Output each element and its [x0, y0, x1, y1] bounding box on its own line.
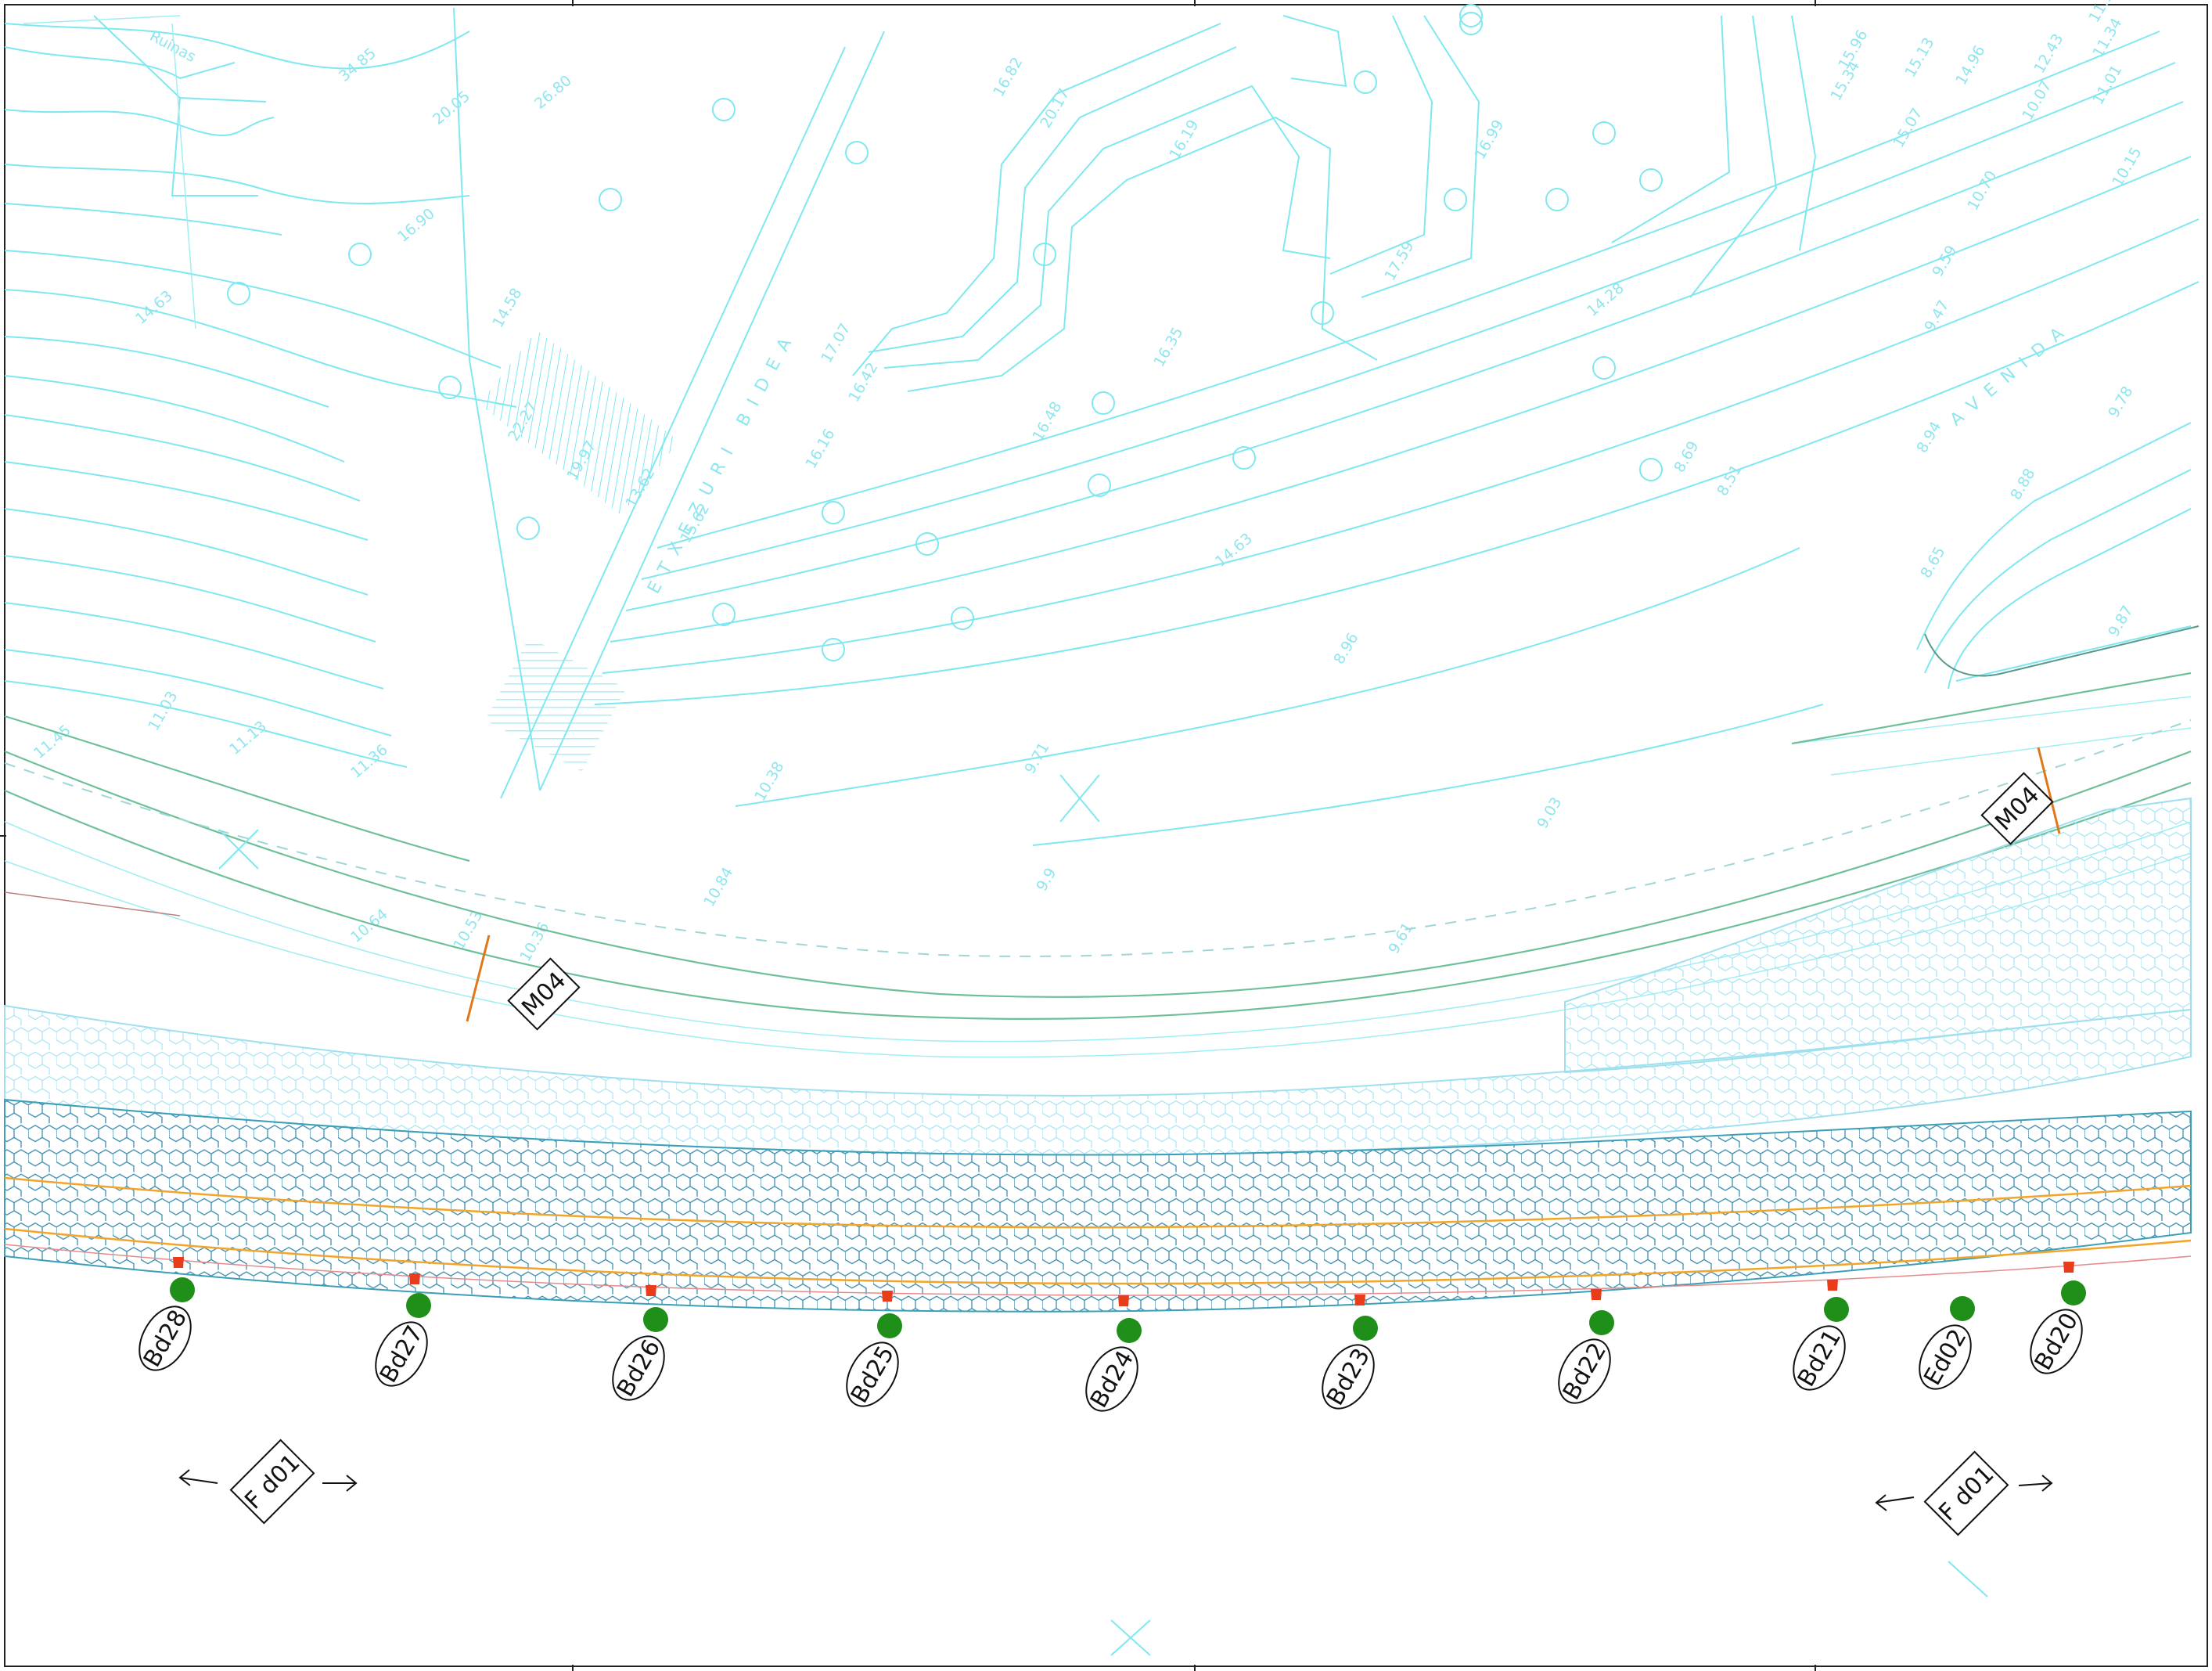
- svg-text:14.58: 14.58: [489, 285, 525, 330]
- svg-text:9.03: 9.03: [1534, 794, 1565, 832]
- svg-text:16.16: 16.16: [802, 426, 838, 471]
- svg-text:9.78: 9.78: [2105, 384, 2136, 421]
- station-tag: Bd23: [1322, 1344, 1376, 1410]
- svg-text:9.61: 9.61: [1385, 920, 1416, 957]
- svg-text:15.13: 15.13: [1901, 34, 1937, 80]
- svg-text:10.07: 10.07: [2019, 77, 2055, 123]
- tree-symbols: [227, 4, 1663, 661]
- station-tag: Bd28: [138, 1305, 192, 1372]
- section-tag-m04-west: M04: [507, 957, 581, 1031]
- station-tag: Ed02: [1919, 1324, 1973, 1390]
- curb-red: [4, 1244, 2192, 1296]
- svg-text:10.64: 10.64: [347, 906, 391, 946]
- svg-text:16.90: 16.90: [394, 205, 438, 246]
- svg-text:12.43: 12.43: [2030, 31, 2066, 76]
- station-dot: [2061, 1280, 2086, 1305]
- station-tag: Bd22: [1558, 1338, 1612, 1405]
- svg-text:11.45: 11.45: [31, 722, 74, 762]
- svg-text:10.36: 10.36: [516, 919, 552, 964]
- street-name-etxezuri: ETXEZURI BIDEA: [644, 326, 800, 597]
- drain-marker: [1354, 1295, 1365, 1305]
- section-line-west: [466, 935, 491, 1022]
- station-dot: [1950, 1296, 1975, 1321]
- paving-dark: [4, 1098, 2192, 1313]
- facade-ref-east: F d01: [1875, 1450, 2053, 1536]
- curb-orange-2: [4, 1227, 2192, 1285]
- frame-ticks: [0, 0, 1816, 1671]
- svg-text:14.63: 14.63: [1212, 530, 1256, 571]
- svg-text:16.19: 16.19: [1166, 117, 1202, 162]
- drain-marker: [1591, 1289, 1602, 1300]
- curb-orange: [4, 1176, 2192, 1229]
- station-dot: [1117, 1318, 1142, 1343]
- svg-text:9.87: 9.87: [2105, 603, 2136, 640]
- svg-text:8.96: 8.96: [1330, 630, 1361, 668]
- svg-text:8.69: 8.69: [1671, 438, 1702, 476]
- svg-text:17.07: 17.07: [818, 320, 854, 366]
- drain-marker: [1118, 1295, 1129, 1306]
- station-dot: [406, 1293, 431, 1318]
- svg-text:10.15: 10.15: [2109, 144, 2145, 189]
- station-dot: [643, 1307, 668, 1332]
- svg-text:9.47: 9.47: [1921, 297, 1952, 335]
- svg-text:11.13: 11.13: [226, 718, 270, 758]
- svg-text:16.42: 16.42: [845, 359, 881, 405]
- station-dot: [1353, 1316, 1378, 1341]
- survey-crosses: [218, 774, 1988, 1656]
- svg-text:10.38: 10.38: [751, 758, 787, 804]
- svg-text:8.88: 8.88: [2007, 466, 2038, 503]
- terrain-contours-central: [594, 15, 2199, 846]
- svg-text:26.80: 26.80: [531, 72, 575, 113]
- station-dot: [1824, 1297, 1849, 1322]
- svg-text:8.65: 8.65: [1917, 544, 1948, 582]
- svg-text:20.17: 20.17: [1037, 85, 1073, 131]
- svg-text:14.96: 14.96: [1952, 42, 1988, 88]
- station-tag: Bd21: [1793, 1325, 1847, 1392]
- svg-text:10.84: 10.84: [700, 864, 736, 909]
- station-tag: Bd27: [375, 1321, 429, 1388]
- elevation-labels: 34.85 26.80 20.05 16.90 14.63 14.58 22.2…: [31, 0, 2145, 965]
- drain-marker: [409, 1273, 420, 1284]
- station-dot: [170, 1277, 195, 1302]
- street-name-avenida: AVENIDA: [1947, 317, 2077, 430]
- drain-marker: [882, 1291, 893, 1302]
- svg-text:9.9: 9.9: [1033, 865, 1059, 894]
- svg-text:34.85: 34.85: [336, 45, 379, 85]
- drain-marker: [2063, 1262, 2074, 1273]
- svg-text:20.05: 20.05: [430, 88, 473, 128]
- svg-text:8.51: 8.51: [1714, 462, 1745, 499]
- svg-text:17.59: 17.59: [1381, 238, 1417, 283]
- station-dot: [877, 1313, 902, 1338]
- station-tag: Bd24: [1085, 1346, 1139, 1413]
- svg-text:11.03: 11.03: [145, 688, 181, 733]
- etxezuri-street: ETXEZURI BIDEA Ruinas: [147, 7, 885, 799]
- svg-text:16.82: 16.82: [990, 54, 1026, 99]
- terrain-contours-west: [4, 15, 517, 768]
- svg-text:16.48: 16.48: [1029, 398, 1065, 444]
- section-line-east: [2037, 747, 2061, 834]
- station-tag: Bd26: [612, 1335, 666, 1402]
- drain-marker: [1827, 1280, 1838, 1291]
- svg-text:9.71: 9.71: [1021, 740, 1052, 777]
- svg-text:16.35: 16.35: [1150, 324, 1186, 369]
- station-markers: Bd28 Bd27 Bd26 Bd25 Bd24 Bd23 Bd22 Bd21 Ed02 Bd20: [138, 1257, 2086, 1413]
- station-tag: Bd20: [2030, 1309, 2084, 1375]
- svg-text:8.94: 8.94: [1913, 419, 1944, 456]
- svg-text:10.70: 10.70: [1964, 167, 2000, 213]
- svg-text:15.34: 15.34: [1827, 58, 1863, 103]
- facade-ref-west: F d01: [178, 1439, 358, 1525]
- drain-marker: [173, 1257, 184, 1268]
- paving-plaza: [1564, 797, 2192, 1074]
- station-tag: Bd25: [846, 1341, 900, 1408]
- station-dot: [1589, 1310, 1614, 1335]
- svg-text:14.28: 14.28: [1584, 279, 1628, 320]
- drain-marker: [646, 1285, 656, 1296]
- sheet-frame: [4, 4, 2208, 1667]
